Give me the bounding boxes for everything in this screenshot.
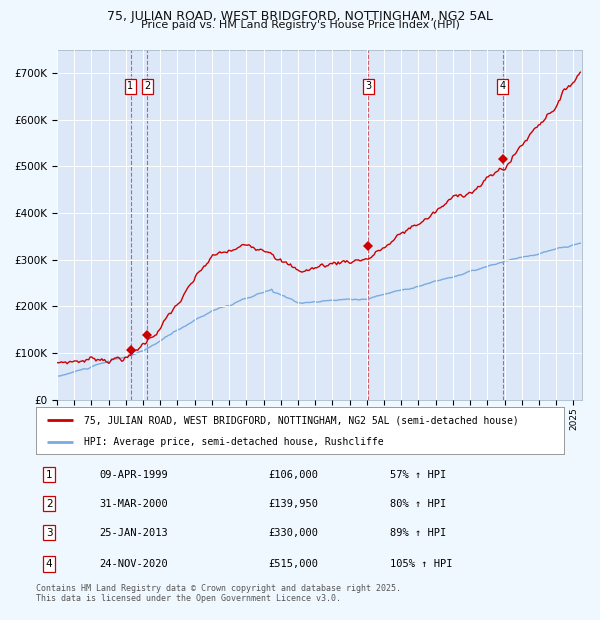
Text: 4: 4	[46, 559, 53, 569]
Text: 89% ↑ HPI: 89% ↑ HPI	[390, 528, 446, 538]
Text: 3: 3	[46, 528, 53, 538]
Text: £330,000: £330,000	[268, 528, 319, 538]
Text: 4: 4	[500, 81, 506, 91]
Text: 57% ↑ HPI: 57% ↑ HPI	[390, 469, 446, 479]
Text: 3: 3	[365, 81, 371, 91]
Text: £139,950: £139,950	[268, 498, 319, 508]
Text: HPI: Average price, semi-detached house, Rushcliffe: HPI: Average price, semi-detached house,…	[83, 437, 383, 447]
Text: 80% ↑ HPI: 80% ↑ HPI	[390, 498, 446, 508]
Text: 24-NOV-2020: 24-NOV-2020	[100, 559, 168, 569]
Text: 2: 2	[144, 81, 151, 91]
Text: 09-APR-1999: 09-APR-1999	[100, 469, 168, 479]
Text: 2: 2	[46, 498, 53, 508]
Text: £106,000: £106,000	[268, 469, 319, 479]
Text: 105% ↑ HPI: 105% ↑ HPI	[390, 559, 452, 569]
Text: 1: 1	[46, 469, 53, 479]
Text: 25-JAN-2013: 25-JAN-2013	[100, 528, 168, 538]
Text: £515,000: £515,000	[268, 559, 319, 569]
Text: 75, JULIAN ROAD, WEST BRIDGFORD, NOTTINGHAM, NG2 5AL (semi-detached house): 75, JULIAN ROAD, WEST BRIDGFORD, NOTTING…	[83, 415, 518, 425]
Text: 75, JULIAN ROAD, WEST BRIDGFORD, NOTTINGHAM, NG2 5AL: 75, JULIAN ROAD, WEST BRIDGFORD, NOTTING…	[107, 10, 493, 23]
Text: Price paid vs. HM Land Registry's House Price Index (HPI): Price paid vs. HM Land Registry's House …	[140, 20, 460, 30]
Text: 31-MAR-2000: 31-MAR-2000	[100, 498, 168, 508]
Text: 1: 1	[127, 81, 134, 91]
Text: Contains HM Land Registry data © Crown copyright and database right 2025.
This d: Contains HM Land Registry data © Crown c…	[36, 584, 401, 603]
